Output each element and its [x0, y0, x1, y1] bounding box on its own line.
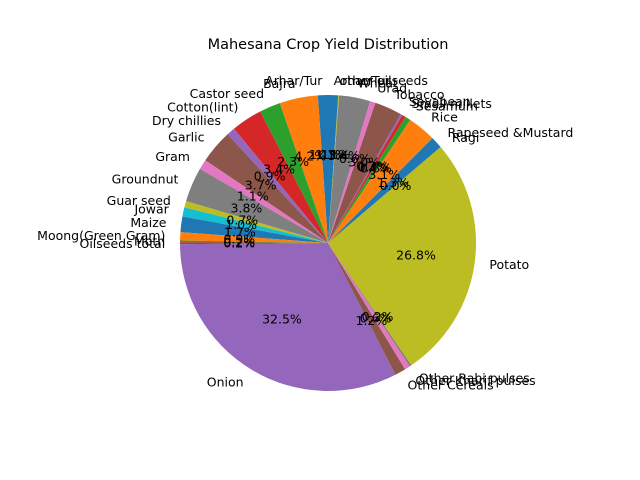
pie-slice	[317, 95, 328, 243]
pie-slice	[328, 94, 339, 243]
pie-slice	[328, 243, 406, 375]
slice-label: Guar seed	[107, 193, 171, 208]
pie-slice	[328, 95, 340, 243]
slice-percent: 0.0%	[380, 178, 412, 193]
slice-label: Sesamum	[416, 98, 478, 113]
pie-slice	[227, 128, 328, 243]
slice-percent: 4.2%	[294, 148, 326, 163]
slice-percent: 2.3%	[277, 154, 309, 169]
pie-slice	[186, 168, 328, 243]
slice-percent: 0.6%	[360, 161, 392, 176]
pie-slice	[328, 116, 411, 243]
slice-label: Other Cereals	[408, 378, 494, 393]
chart-title: Mahesana Crop Yield Distribution	[208, 37, 449, 53]
slice-percent: 1.0%	[225, 217, 257, 232]
slice-label: Other Kharif pulses	[415, 373, 535, 388]
slice-label: Potato	[489, 257, 529, 272]
slice-percent: 1.1%	[237, 188, 269, 203]
pie-slice	[180, 216, 328, 243]
pie-slice	[328, 243, 410, 370]
slice-label: Moth	[134, 234, 165, 249]
slice-percent: 0.9%	[223, 231, 255, 246]
pie-slice	[328, 119, 433, 243]
pie-slice	[184, 201, 328, 243]
pie-slice	[180, 240, 328, 243]
slice-label: Bajra	[263, 76, 296, 91]
slice-percent: 0.2%	[362, 309, 394, 324]
slice-label: Gram	[155, 149, 190, 164]
pie-slice	[328, 102, 401, 243]
slice-percent: 3.4%	[263, 161, 295, 176]
slice-percent: 3.4%	[328, 148, 360, 163]
slice-label: Maize	[130, 215, 166, 230]
slice-label: Cotton(lint)	[167, 100, 238, 115]
pie-slice	[180, 243, 396, 392]
slice-percent: 0.4%	[358, 159, 390, 174]
slice-label: Dry chillies	[152, 113, 221, 128]
pie-slice	[279, 95, 328, 243]
pie-slice	[260, 103, 328, 243]
slice-label: Groundnut	[112, 171, 179, 186]
pie-slices	[179, 94, 477, 392]
slice-percent: 1.1%	[309, 147, 341, 162]
slice-percent: 3.1%	[368, 167, 400, 182]
slice-percent: 1.7%	[224, 224, 256, 239]
slice-percent: 1.3%	[377, 175, 409, 190]
slice-label: Jowar	[133, 201, 169, 216]
slice-percent: 3.8%	[231, 200, 263, 215]
slice-label: Tobacco	[393, 87, 444, 102]
slice-label: Small millets	[412, 96, 492, 111]
pie-slice	[179, 242, 328, 245]
slice-percent: 0.2%	[356, 158, 388, 173]
slice-percent: 0.6%	[360, 310, 392, 325]
slice-label: Onion	[207, 375, 244, 390]
slice-percent: 0.6%	[339, 151, 371, 166]
slice-label: Rice	[431, 110, 458, 125]
slice-percent: 32.5%	[262, 311, 302, 326]
slice-percent: 26.8%	[396, 247, 436, 262]
slice-percent: 3.7%	[245, 178, 277, 193]
slice-percent: 0.9%	[254, 169, 286, 184]
slice-percent: 1.2%	[356, 313, 388, 328]
slice-label: Arhar/Tur	[265, 73, 323, 88]
slice-label: Wheat	[357, 75, 398, 90]
pie-slice	[328, 114, 403, 243]
pie-slice	[328, 146, 477, 366]
percent-labels: 1.1%4.2%2.3%3.4%0.9%3.7%1.1%3.8%0.7%1.0%…	[223, 147, 436, 328]
slice-label: other oilseeds	[340, 73, 428, 88]
slice-percent: 3.0%	[348, 154, 380, 169]
slice-label: Urad	[377, 80, 407, 95]
pie-slice	[328, 95, 371, 243]
slice-label: Other Rabi pulses	[419, 371, 530, 386]
pie-slice	[328, 243, 412, 367]
pie-slice	[328, 115, 406, 243]
slice-percent: 0.2%	[223, 236, 255, 251]
slice-label: Oilseeds total	[80, 236, 166, 251]
slice-label: Soyabean	[409, 94, 471, 109]
slice-percent: 0.1%	[319, 147, 351, 162]
pie-slice	[233, 111, 328, 244]
slice-label: Moong(Green Gram)	[37, 228, 165, 243]
slice-label: Arhar/Tur	[334, 73, 392, 88]
slice-label: Ragi	[452, 130, 479, 145]
slice-percent: 0.7%	[226, 212, 258, 227]
pie-slice	[182, 207, 328, 243]
slice-percent: 1.1%	[315, 147, 347, 162]
pie-slice	[180, 232, 328, 243]
pie-slice	[205, 134, 328, 243]
pie-slice	[199, 160, 328, 243]
slice-label: Rapeseed &Mustard	[447, 125, 573, 140]
pie-slice	[328, 138, 441, 243]
pie-slice	[328, 101, 376, 243]
slice-percent: 0.2%	[223, 235, 255, 250]
slice-label: Garlic	[168, 129, 204, 144]
slice-label: Castor seed	[190, 86, 264, 101]
